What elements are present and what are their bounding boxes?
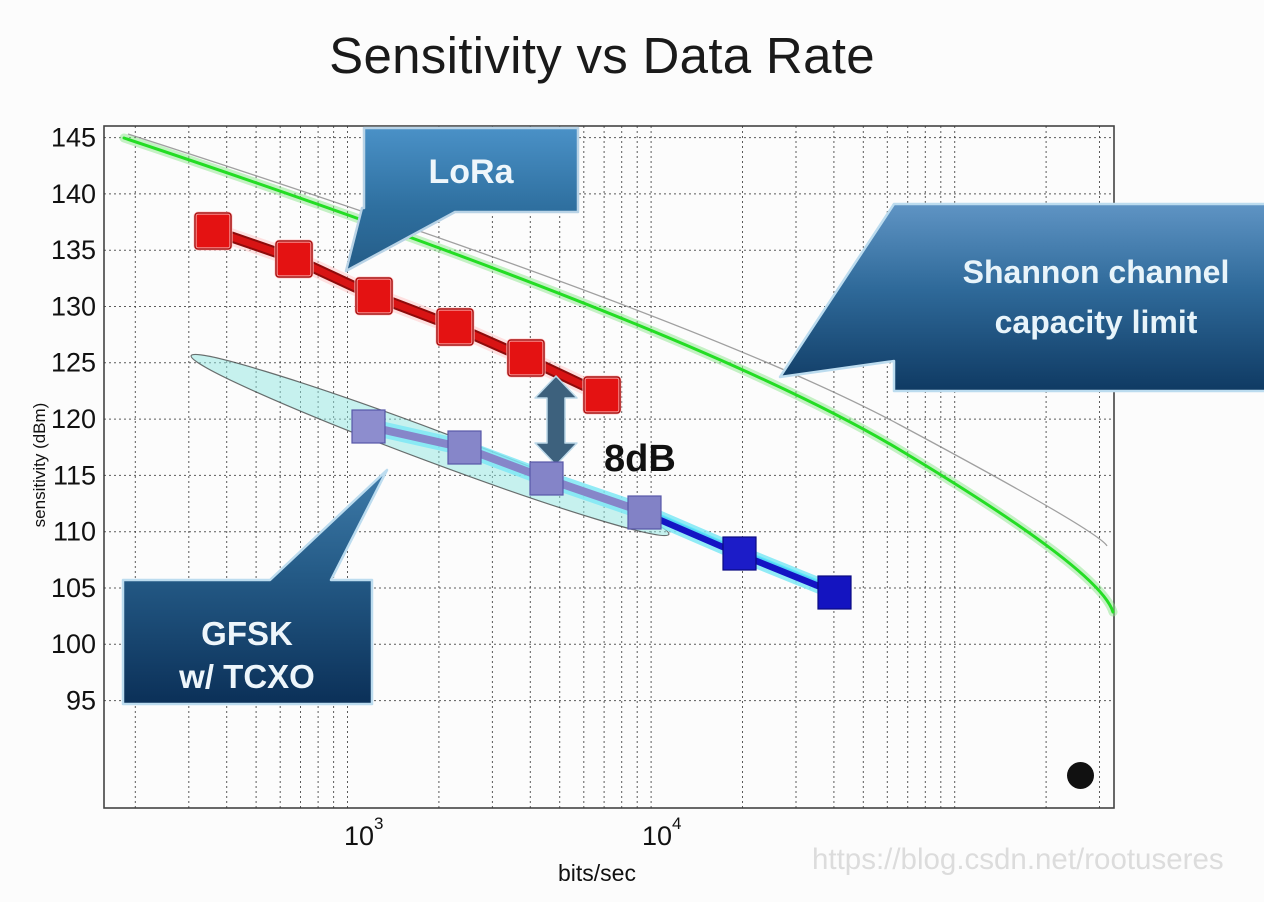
svg-text:135: 135 (51, 235, 96, 265)
svg-text:4: 4 (672, 814, 681, 833)
svg-text:105: 105 (51, 573, 96, 603)
svg-text:LoRa: LoRa (429, 153, 515, 191)
svg-text:120: 120 (51, 404, 96, 434)
svg-text:125: 125 (51, 348, 96, 378)
svg-text:95: 95 (66, 686, 96, 716)
svg-text:100: 100 (51, 629, 96, 659)
svg-text:10: 10 (642, 821, 672, 851)
svg-text:Shannon channel: Shannon channel (963, 254, 1230, 290)
svg-text:10: 10 (344, 821, 374, 851)
svg-text:110: 110 (53, 517, 96, 547)
svg-text:130: 130 (51, 291, 96, 321)
svg-text:w/ TCXO: w/ TCXO (178, 658, 315, 695)
svg-text:140: 140 (51, 179, 96, 209)
svg-text:capacity limit: capacity limit (995, 304, 1198, 340)
svg-text:8dB: 8dB (604, 438, 676, 480)
svg-text:145: 145 (51, 123, 96, 153)
svg-text:GFSK: GFSK (201, 615, 293, 652)
svg-text:3: 3 (374, 814, 383, 833)
svg-text:115: 115 (53, 460, 96, 490)
